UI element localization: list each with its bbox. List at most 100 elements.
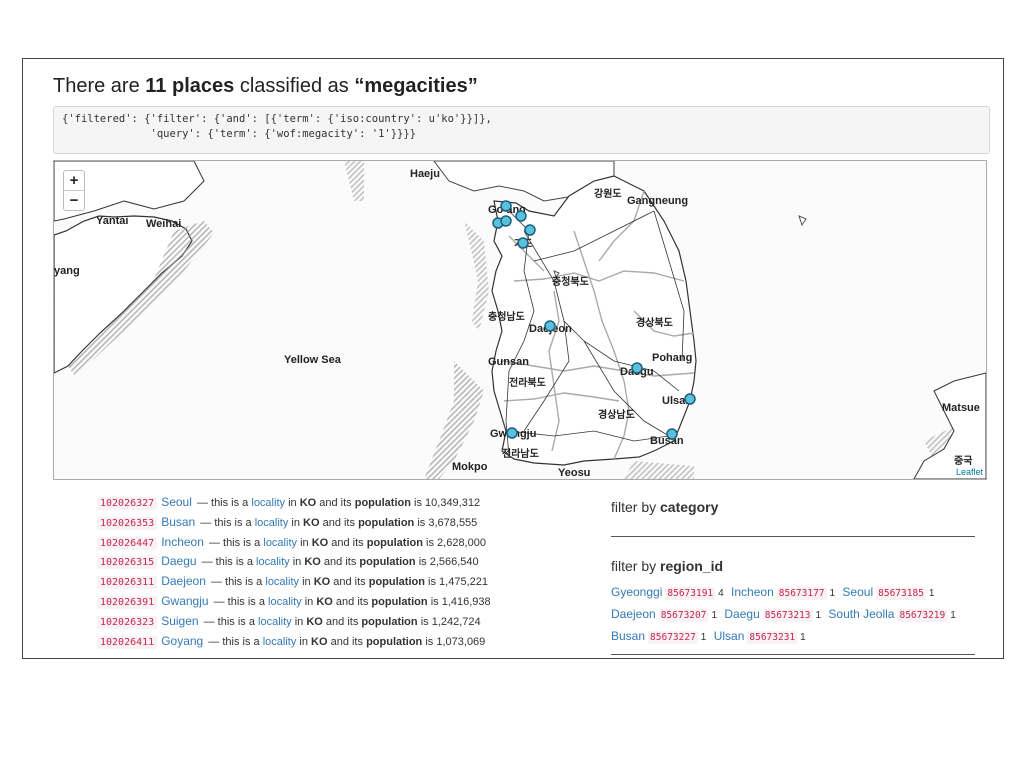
zoom-in-button[interactable]: + bbox=[69, 172, 79, 189]
row-text: and its bbox=[319, 497, 352, 509]
population-value: 1,073,069 bbox=[436, 635, 486, 648]
row-text: in bbox=[292, 556, 302, 569]
placetype-link[interactable]: locality bbox=[262, 635, 297, 648]
region-name-link[interactable]: Busan bbox=[611, 629, 646, 643]
placetype-link[interactable]: locality bbox=[256, 556, 290, 569]
map-label: Haeju bbox=[410, 168, 440, 180]
map-markers bbox=[492, 200, 696, 440]
region-id: 85673227 bbox=[648, 631, 698, 644]
row-text: in bbox=[299, 635, 308, 648]
placetype-link[interactable]: locality bbox=[265, 576, 299, 589]
country-code: KO bbox=[316, 595, 333, 608]
population-value: 10,349,312 bbox=[425, 497, 481, 509]
map-label: 전라북도 bbox=[509, 376, 546, 389]
list-item: 102026411 Goyang — this is a locality in … bbox=[97, 634, 577, 654]
map-label: Mokpo bbox=[452, 461, 488, 473]
region-name-link[interactable]: Seoul bbox=[842, 585, 874, 599]
place-name-link[interactable]: Suigen bbox=[161, 613, 199, 628]
region-name-link[interactable]: Gyeonggi bbox=[611, 585, 663, 599]
region-facet[interactable]: South Jeolla 85673219 1 bbox=[828, 607, 956, 622]
region-facet[interactable]: Busan 85673227 1 bbox=[611, 629, 707, 644]
place-id[interactable]: 102026353 bbox=[97, 516, 158, 530]
population-value: 2,628,000 bbox=[437, 536, 486, 549]
region-name-link[interactable]: Daejeon bbox=[611, 607, 656, 621]
place-name-link[interactable]: Busan bbox=[161, 514, 196, 529]
row-text: is bbox=[426, 536, 434, 549]
map-marker[interactable] bbox=[524, 224, 536, 236]
map-label: 경상북도 bbox=[636, 316, 673, 329]
population-label: population bbox=[361, 615, 418, 628]
row-text: — this is a bbox=[196, 497, 249, 509]
row-text: in bbox=[300, 536, 309, 549]
map-marker[interactable] bbox=[544, 320, 556, 332]
country-code: KO bbox=[311, 635, 328, 648]
page-title: There are 11 places classified as “megac… bbox=[53, 75, 478, 98]
placetype-link[interactable]: locality bbox=[251, 497, 285, 509]
place-name-link[interactable]: Seoul bbox=[161, 495, 192, 509]
region-facet[interactable]: Daejeon 85673207 1 bbox=[611, 607, 717, 622]
region-facet[interactable]: Incheon 85673177 1 bbox=[731, 585, 835, 600]
region-facet[interactable]: Ulsan 85673231 1 bbox=[713, 629, 806, 644]
placetype-link[interactable]: locality bbox=[268, 595, 302, 608]
row-text: — this is a bbox=[208, 536, 261, 549]
map-marker[interactable] bbox=[500, 200, 512, 212]
placetype-link[interactable]: locality bbox=[254, 516, 289, 529]
place-id[interactable]: 102026411 bbox=[97, 635, 158, 649]
row-text: in bbox=[294, 615, 304, 628]
map-marker[interactable] bbox=[684, 393, 696, 405]
region-facet[interactable]: Gyeonggi 85673191 4 bbox=[611, 585, 724, 600]
row-text: is bbox=[425, 635, 434, 648]
region-name-link[interactable]: Ulsan bbox=[713, 629, 745, 643]
row-text: is bbox=[418, 556, 427, 569]
map-marker[interactable] bbox=[515, 210, 527, 222]
row-text: in bbox=[288, 497, 297, 509]
list-item: 102026323 Suigen — this is a locality in … bbox=[97, 614, 577, 634]
population-value: 3,678,555 bbox=[428, 516, 478, 529]
region-name-link[interactable]: Daegu bbox=[724, 607, 760, 621]
region-facet[interactable]: Seoul 85673185 1 bbox=[842, 585, 934, 600]
region-id: 85673207 bbox=[658, 609, 709, 622]
region-count: 1 bbox=[700, 632, 707, 643]
region-name-link[interactable]: South Jeolla bbox=[828, 607, 895, 621]
map[interactable]: Haeju 강원도 Gangneung Yantai Weihai yang G… bbox=[53, 160, 987, 480]
region-facet[interactable]: Daegu 85673213 1 bbox=[724, 607, 821, 622]
region-count: 1 bbox=[800, 632, 806, 643]
place-name-link[interactable]: Gwangju bbox=[161, 593, 209, 608]
population-label: population bbox=[358, 516, 415, 529]
region-name-link[interactable]: Incheon bbox=[731, 585, 774, 599]
map-marker[interactable] bbox=[517, 237, 529, 249]
place-name-link[interactable]: Daegu bbox=[161, 554, 197, 569]
population-label: population bbox=[366, 536, 423, 549]
place-id[interactable]: 102026391 bbox=[97, 595, 158, 609]
placetype-link[interactable]: locality bbox=[263, 536, 297, 549]
region-id: 85673231 bbox=[747, 631, 798, 644]
list-item: 102026315 Daegu — this is a locality in K… bbox=[97, 554, 577, 574]
map-marker[interactable] bbox=[500, 215, 512, 227]
place-name-link[interactable]: Incheon bbox=[161, 534, 204, 549]
row-text: and its bbox=[323, 556, 357, 569]
place-id[interactable]: 102026323 bbox=[97, 615, 158, 629]
map-marker[interactable] bbox=[631, 362, 643, 374]
map-label: Busan bbox=[650, 435, 684, 447]
country-code: KO bbox=[306, 615, 323, 628]
map-canvas[interactable]: Haeju 강원도 Gangneung Yantai Weihai yang G… bbox=[54, 161, 986, 479]
placetype-link[interactable]: locality bbox=[258, 615, 292, 628]
place-name-link[interactable]: Goyang bbox=[161, 633, 204, 648]
row-text: — this is a bbox=[213, 595, 265, 608]
row-text: and its bbox=[325, 615, 359, 628]
place-id[interactable]: 102026311 bbox=[97, 576, 158, 590]
row-text: — this is a bbox=[201, 556, 253, 569]
population-label: population bbox=[366, 635, 423, 648]
map-label: 중국 bbox=[954, 455, 972, 467]
place-id[interactable]: 102026315 bbox=[97, 556, 158, 570]
map-marker[interactable] bbox=[506, 427, 518, 439]
map-label: 경상남도 bbox=[598, 408, 635, 421]
region-id: 85673191 bbox=[665, 587, 716, 600]
map-attribution-link[interactable]: Leaflet bbox=[955, 467, 983, 477]
zoom-control: + − bbox=[63, 170, 85, 211]
zoom-out-button[interactable]: − bbox=[64, 190, 84, 210]
place-id[interactable]: 102026327 bbox=[97, 497, 158, 510]
place-name-link[interactable]: Daejeon bbox=[161, 574, 206, 589]
place-id[interactable]: 102026447 bbox=[97, 536, 158, 550]
map-marker[interactable] bbox=[666, 428, 678, 440]
